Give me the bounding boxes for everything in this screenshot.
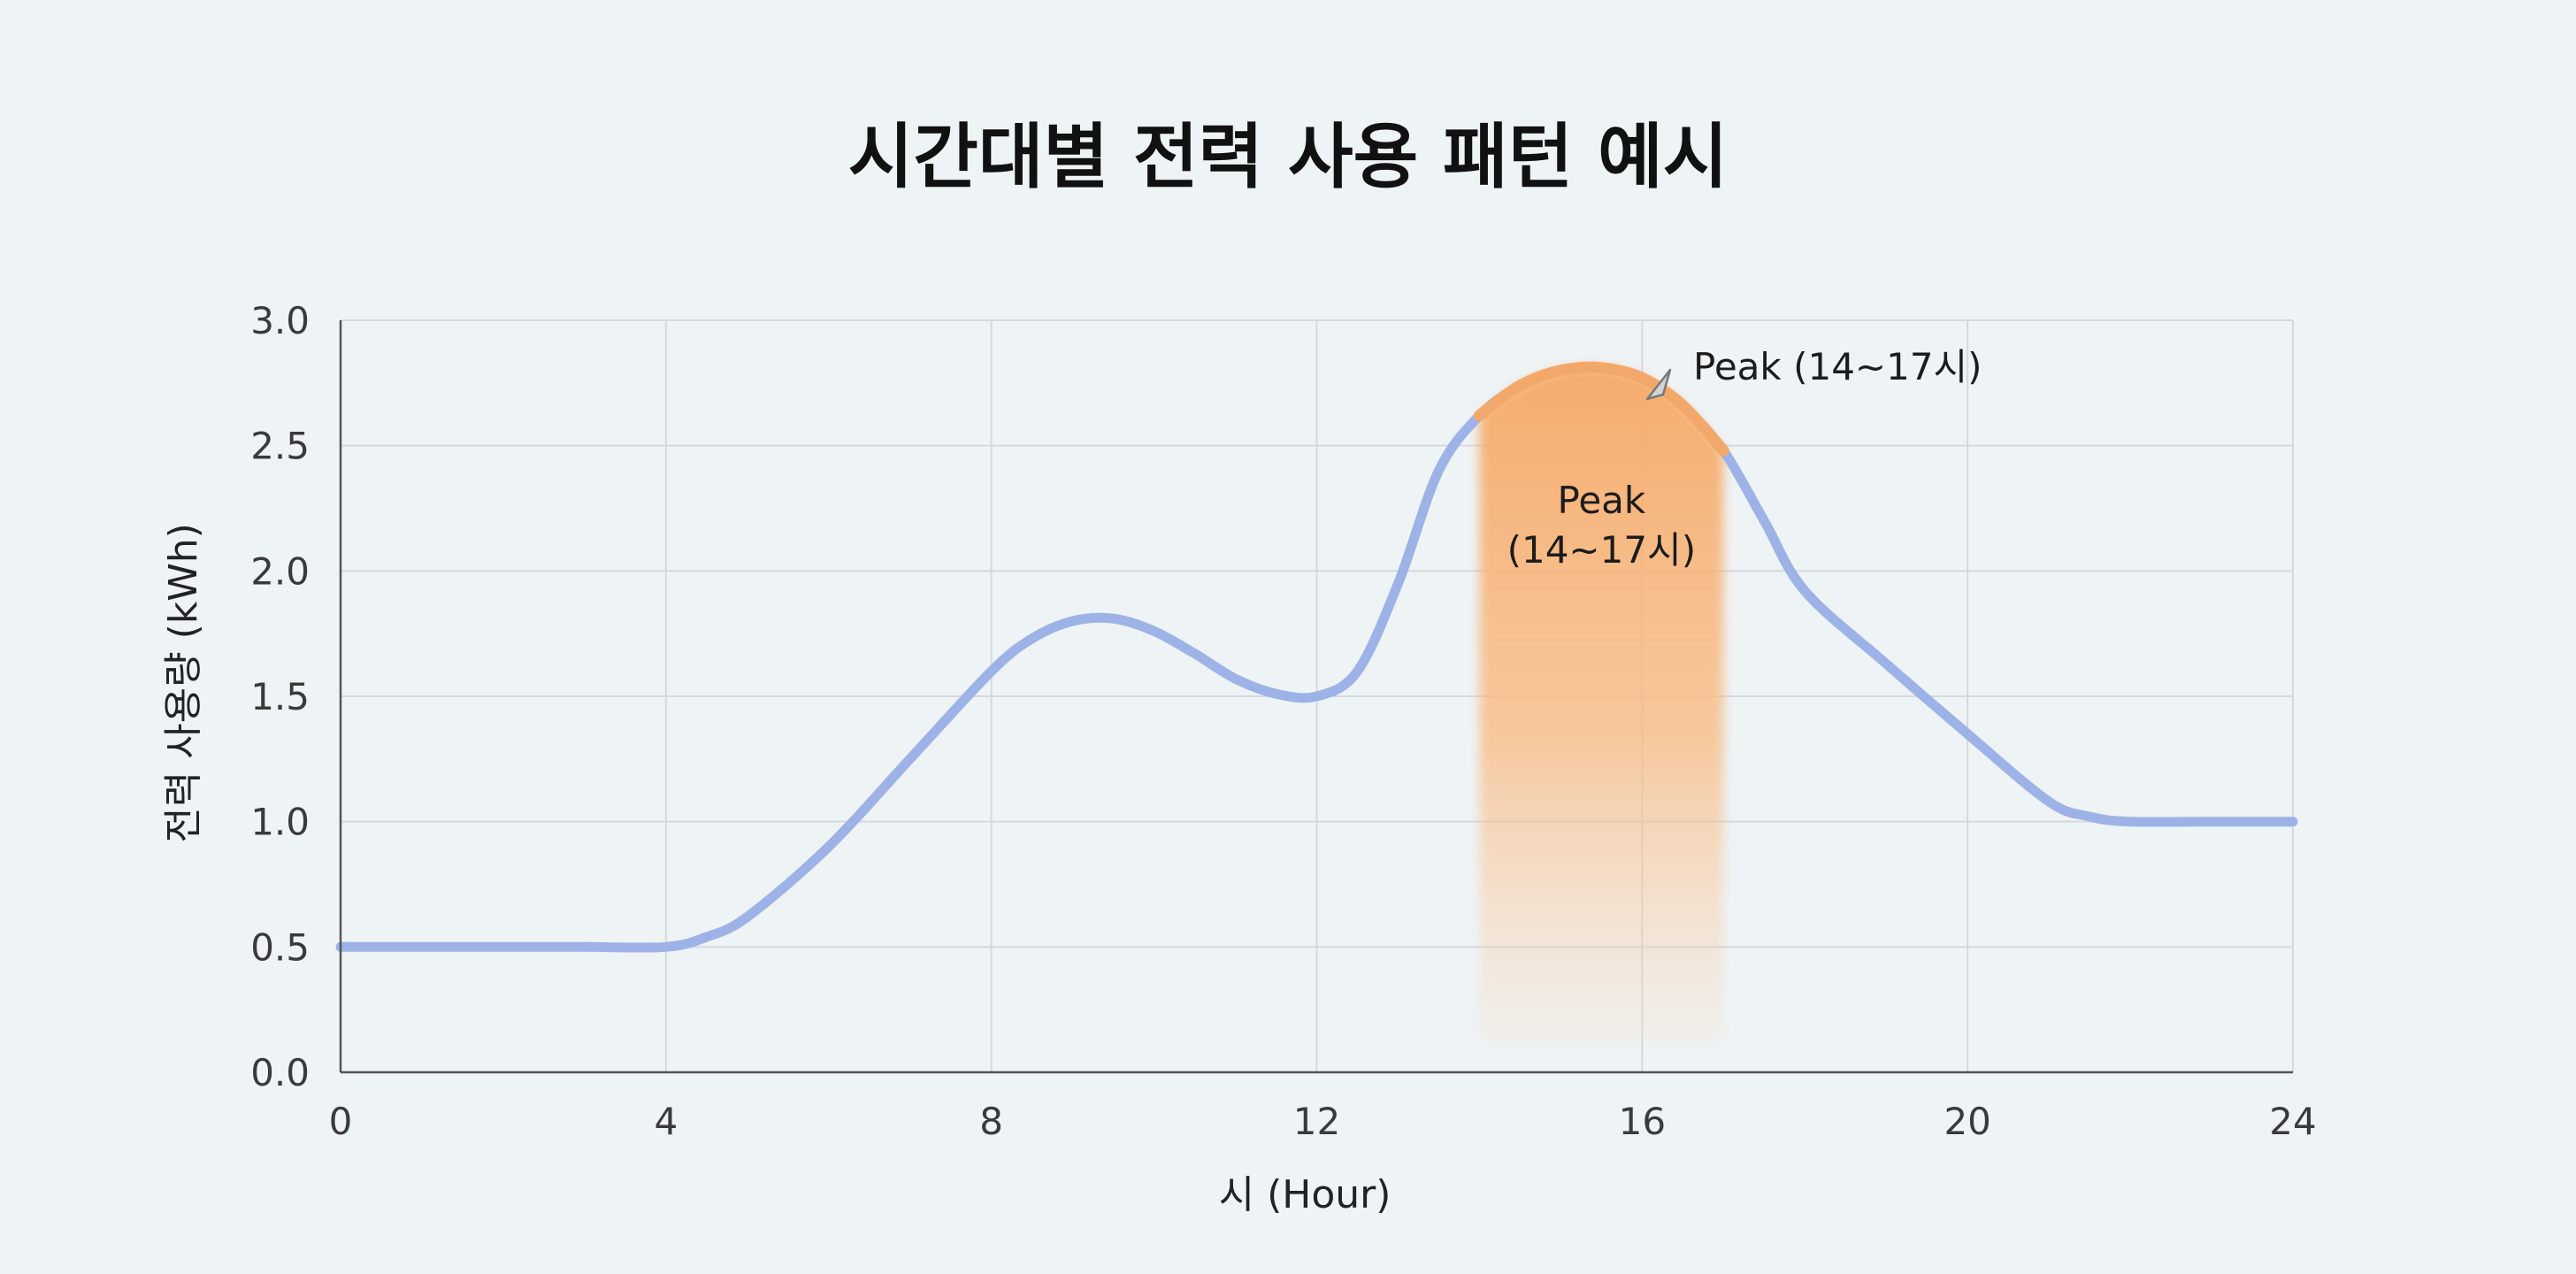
axes [339, 320, 2293, 1074]
x-tick-label: 4 [654, 1100, 678, 1143]
x-tick-label: 12 [1293, 1100, 1340, 1143]
peak-label-line1: Peak [1557, 479, 1645, 522]
peak-shaded-area [1479, 367, 1724, 1042]
y-tick-label: 3.0 [250, 299, 310, 342]
chart-title: 시간대별 전력 사용 패턴 예시 [848, 116, 1729, 198]
x-tick-label: 16 [1619, 1100, 1666, 1143]
x-tick-label: 0 [329, 1100, 353, 1143]
power-usage-line [335, 362, 2298, 953]
x-tick-label: 24 [2269, 1100, 2316, 1143]
y-tick-label: 2.0 [250, 549, 310, 593]
y-tick-label: 2.5 [250, 425, 310, 468]
y-tick-label: 1.0 [250, 801, 310, 844]
callout-pointer [1645, 368, 1672, 401]
series-group [335, 361, 2298, 953]
grid [340, 319, 2294, 1073]
x-tick-label: 20 [1944, 1100, 1990, 1143]
y-tick-label: 0.0 [250, 1051, 310, 1094]
tick-labels: 0 4 8 12 16 20 24 0.0 0.5 1.0 1.5 2.0 2.5 3.0 [250, 299, 2317, 1143]
peak-region [1479, 367, 1724, 1042]
y-tick-label: 1.5 [250, 675, 310, 718]
x-axis-label: 시 (Hour) [1219, 1172, 1392, 1217]
peak-callout-label: Peak (14~17시) [1693, 345, 1982, 388]
y-tick-label: 0.5 [250, 925, 310, 969]
peak-line-overlay [1473, 361, 1729, 457]
y-axis-label: 전력 사용량 (kWh) [161, 523, 206, 843]
annotations: Peak (14~17시) Peak (14~17시) [1507, 345, 1982, 572]
x-tick-label: 8 [979, 1100, 1003, 1143]
peak-label-line2: (14~17시) [1507, 528, 1697, 572]
